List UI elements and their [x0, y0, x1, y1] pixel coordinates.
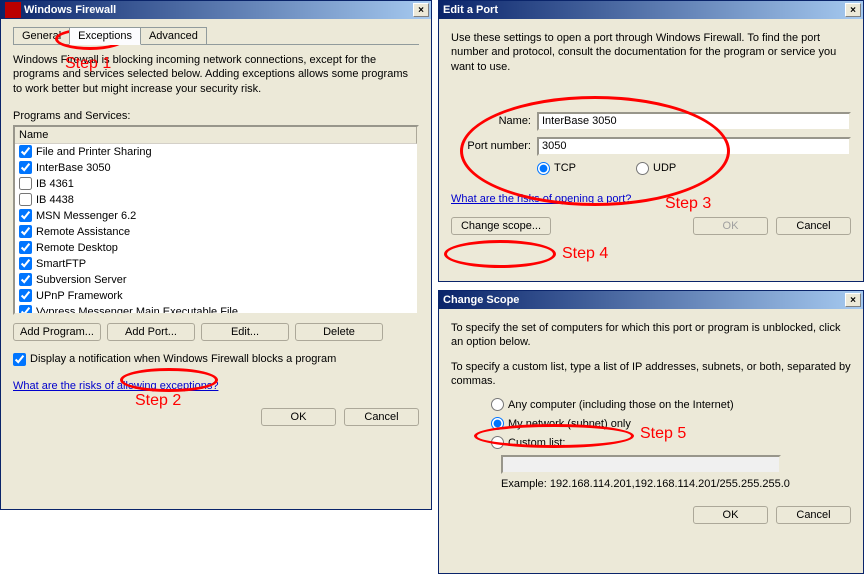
- notify-checkbox-row: Display a notification when Windows Fire…: [13, 353, 419, 366]
- notify-label: Display a notification when Windows Fire…: [30, 353, 336, 365]
- list-item-checkbox[interactable]: [19, 289, 32, 302]
- list-item-checkbox[interactable]: [19, 241, 32, 254]
- list-item[interactable]: Subversion Server: [15, 272, 417, 288]
- udp-radio[interactable]: [636, 162, 649, 175]
- list-item[interactable]: SmartFTP: [15, 256, 417, 272]
- editport-description: Use these settings to open a port throug…: [451, 31, 851, 74]
- port-input[interactable]: [537, 137, 851, 156]
- delete-button[interactable]: Delete: [295, 323, 383, 341]
- list-item[interactable]: IB 4361: [15, 176, 417, 192]
- my-network-radio[interactable]: [491, 417, 504, 430]
- list-item-checkbox[interactable]: [19, 193, 32, 206]
- list-item-checkbox[interactable]: [19, 225, 32, 238]
- change-scope-button[interactable]: Change scope...: [451, 217, 551, 235]
- port-label: Port number:: [451, 140, 531, 152]
- scope-title: Change Scope: [443, 294, 845, 306]
- my-network-radio-label[interactable]: My network (subnet) only: [491, 417, 851, 430]
- tcp-radio-label[interactable]: TCP: [537, 162, 576, 175]
- risks-exceptions-link[interactable]: What are the risks of allowing exception…: [13, 380, 218, 392]
- list-item-label: Vypress Messenger Main Executable File: [36, 306, 238, 315]
- scope-titlebar: Change Scope ×: [439, 291, 863, 309]
- scope-desc2: To specify a custom list, type a list of…: [451, 360, 851, 389]
- firewall-cancel-button[interactable]: Cancel: [344, 408, 419, 426]
- any-computer-radio-label[interactable]: Any computer (including those on the Int…: [491, 398, 851, 411]
- list-item[interactable]: Vypress Messenger Main Executable File: [15, 304, 417, 315]
- firewall-ok-button[interactable]: OK: [261, 408, 336, 426]
- add-program-button[interactable]: Add Program...: [13, 323, 101, 341]
- example-text: Example: 192.168.114.201,192.168.114.201…: [501, 478, 851, 490]
- close-icon[interactable]: ×: [413, 3, 429, 17]
- list-item[interactable]: InterBase 3050: [15, 160, 417, 176]
- firewall-title: Windows Firewall: [24, 4, 413, 16]
- editport-ok-button[interactable]: OK: [693, 217, 768, 235]
- list-item-checkbox[interactable]: [19, 177, 32, 190]
- list-item-label: SmartFTP: [36, 258, 86, 270]
- list-item-label: Subversion Server: [36, 274, 127, 286]
- firewall-titlebar: Windows Firewall ×: [1, 1, 431, 19]
- list-item[interactable]: IB 4438: [15, 192, 417, 208]
- editport-title: Edit a Port: [443, 4, 845, 16]
- firewall-description: Windows Firewall is blocking incoming ne…: [13, 53, 419, 96]
- list-item-checkbox[interactable]: [19, 305, 32, 315]
- editport-cancel-button[interactable]: Cancel: [776, 217, 851, 235]
- tab-strip: General Exceptions Advanced: [13, 27, 419, 45]
- list-item-label: IB 4361: [36, 178, 74, 190]
- edit-port-dialog: Edit a Port × Use these settings to open…: [438, 0, 864, 282]
- list-item[interactable]: Remote Assistance: [15, 224, 417, 240]
- programs-listbox[interactable]: Name File and Printer Sharing InterBase 3…: [13, 125, 419, 315]
- scope-desc1: To specify the set of computers for whic…: [451, 321, 851, 350]
- list-item-label: InterBase 3050: [36, 162, 111, 174]
- list-item-checkbox[interactable]: [19, 161, 32, 174]
- list-item-checkbox[interactable]: [19, 257, 32, 270]
- tab-exceptions[interactable]: Exceptions: [69, 27, 141, 45]
- list-item[interactable]: Remote Desktop: [15, 240, 417, 256]
- list-item-checkbox[interactable]: [19, 145, 32, 158]
- list-item-label: IB 4438: [36, 194, 74, 206]
- firewall-icon: [5, 2, 21, 18]
- name-label: Name:: [451, 115, 531, 127]
- tab-advanced[interactable]: Advanced: [140, 27, 207, 44]
- custom-list-radio-label[interactable]: Custom list:: [491, 436, 851, 449]
- tab-general[interactable]: General: [13, 27, 70, 44]
- list-label: Programs and Services:: [13, 110, 419, 122]
- list-header-name[interactable]: Name: [15, 127, 417, 144]
- close-icon[interactable]: ×: [845, 293, 861, 307]
- notify-checkbox[interactable]: [13, 353, 26, 366]
- close-icon[interactable]: ×: [845, 3, 861, 17]
- scope-ok-button[interactable]: OK: [693, 506, 768, 524]
- add-port-button[interactable]: Add Port...: [107, 323, 195, 341]
- list-item-checkbox[interactable]: [19, 273, 32, 286]
- list-item-label: Remote Desktop: [36, 242, 118, 254]
- change-scope-dialog: Change Scope × To specify the set of com…: [438, 290, 864, 574]
- risks-port-link[interactable]: What are the risks of opening a port?: [451, 193, 631, 205]
- list-item[interactable]: File and Printer Sharing: [15, 144, 417, 160]
- list-item-checkbox[interactable]: [19, 209, 32, 222]
- list-item-label: File and Printer Sharing: [36, 146, 152, 158]
- list-item-label: UPnP Framework: [36, 290, 123, 302]
- any-computer-radio[interactable]: [491, 398, 504, 411]
- list-item-label: MSN Messenger 6.2: [36, 210, 136, 222]
- list-item-label: Remote Assistance: [36, 226, 130, 238]
- edit-button[interactable]: Edit...: [201, 323, 289, 341]
- custom-list-radio[interactable]: [491, 436, 504, 449]
- windows-firewall-dialog: Windows Firewall × General Exceptions Ad…: [0, 0, 432, 510]
- name-input[interactable]: [537, 112, 851, 131]
- udp-radio-label[interactable]: UDP: [636, 162, 676, 175]
- list-item[interactable]: MSN Messenger 6.2: [15, 208, 417, 224]
- editport-titlebar: Edit a Port ×: [439, 1, 863, 19]
- custom-list-input: [501, 455, 781, 474]
- list-item[interactable]: UPnP Framework: [15, 288, 417, 304]
- tcp-radio[interactable]: [537, 162, 550, 175]
- scope-cancel-button[interactable]: Cancel: [776, 506, 851, 524]
